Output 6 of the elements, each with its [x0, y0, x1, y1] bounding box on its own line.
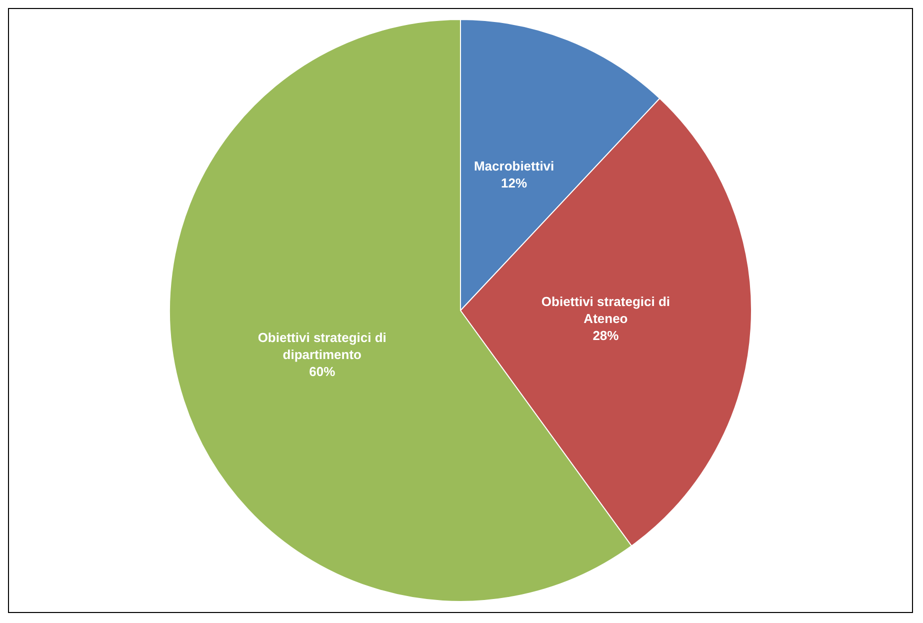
slice-label: Obiettivi strategici di dipartimento	[258, 330, 386, 362]
data-label: 12%	[501, 175, 528, 190]
slice-label: Obiettivi strategici di Ateneo	[541, 294, 670, 326]
data-label: 60%	[309, 364, 336, 380]
slice-label: Macrobiettivi	[474, 158, 554, 174]
data-label: 28%	[592, 328, 620, 344]
